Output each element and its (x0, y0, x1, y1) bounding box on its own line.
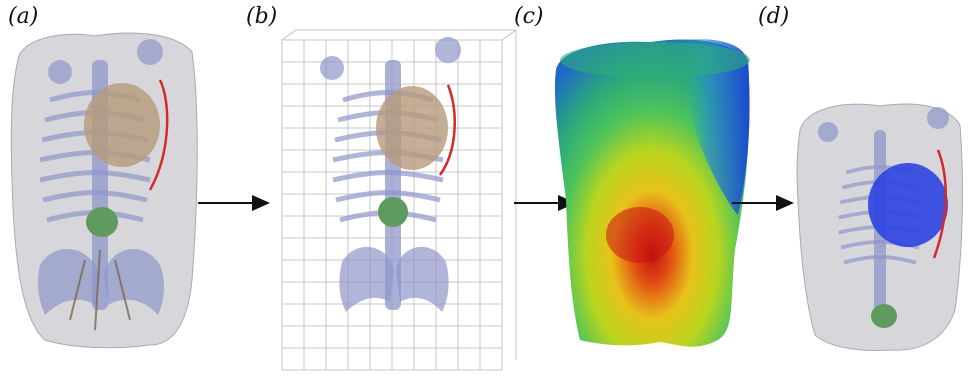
panel-b-grid-model (281, 29, 517, 371)
panel-c-heatmap (554, 39, 750, 347)
heart-d (868, 163, 948, 247)
panel-label-c: (c) (514, 4, 544, 29)
activation-hotspot (606, 207, 674, 263)
panel-label-b: (b) (246, 4, 278, 29)
panel-d-torso (796, 103, 963, 351)
blue-region (680, 39, 750, 215)
heart-a (84, 83, 160, 167)
panel-label-a: (a) (8, 4, 39, 29)
organ-green-a (86, 207, 118, 237)
panel-a-torso (10, 32, 198, 349)
catheter-a (148, 79, 169, 191)
panel-label-d: (d) (758, 4, 790, 29)
